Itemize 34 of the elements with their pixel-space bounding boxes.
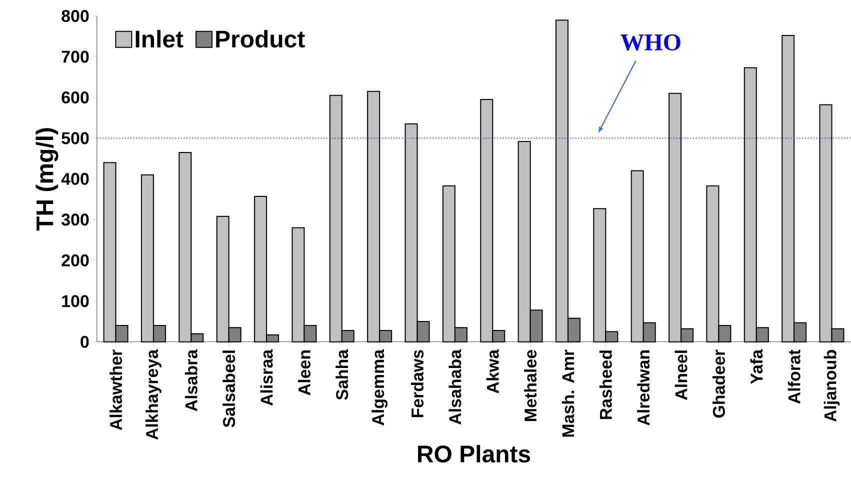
y-tick-label: 500	[62, 132, 89, 144]
x-tick-label: Sahha	[336, 349, 348, 400]
x-tick-label: Aleen	[298, 350, 310, 396]
y-tick-label: 400	[61, 173, 89, 186]
x-tick-label: Salsabeel	[222, 350, 236, 428]
x-tick-label: Alredwan	[637, 350, 650, 426]
y-tick-label: 200	[62, 254, 89, 267]
legend-label: Inlet	[136, 30, 184, 48]
y-tick-label: 700	[62, 50, 89, 63]
x-tick-label: Methalee	[524, 350, 537, 422]
x-tick-label: Ghadeer	[712, 350, 725, 418]
y-axis-title: TH (mg/l)	[36, 128, 58, 231]
x-tick-label: Alsahaba	[448, 349, 462, 425]
x-tick-label: Akwa	[486, 349, 499, 394]
x-tick-label: Alkhayreya	[146, 349, 162, 440]
x-tick-label: Algemma	[372, 349, 388, 426]
x-tick-label: Ferdaws	[411, 350, 424, 418]
x-tick-label: Aljanoub	[824, 350, 840, 422]
y-tick-label: 300	[61, 214, 89, 226]
x-tick-label: Alforat	[788, 350, 800, 404]
y-tick-label: 800	[62, 10, 89, 22]
legend-label: Product	[216, 30, 305, 48]
x-tick-label: Alneel	[674, 350, 688, 400]
ref-line-label: WHO	[620, 34, 680, 51]
y-tick-label: 100	[62, 295, 89, 308]
y-tick-label: 600	[62, 92, 89, 104]
x-tick-label: Yafa	[750, 349, 763, 384]
x-tick-label: Alkawther	[110, 350, 122, 430]
x-tick-label: Mash. Amr	[562, 350, 574, 437]
x-tick-label: Alisraa	[260, 349, 273, 406]
y-tick-label: 0	[80, 336, 89, 348]
x-axis-title: RO Plants	[418, 445, 530, 463]
x-tick-label: Rasheed	[599, 350, 612, 420]
x-tick-label: Alsabra	[184, 349, 198, 412]
